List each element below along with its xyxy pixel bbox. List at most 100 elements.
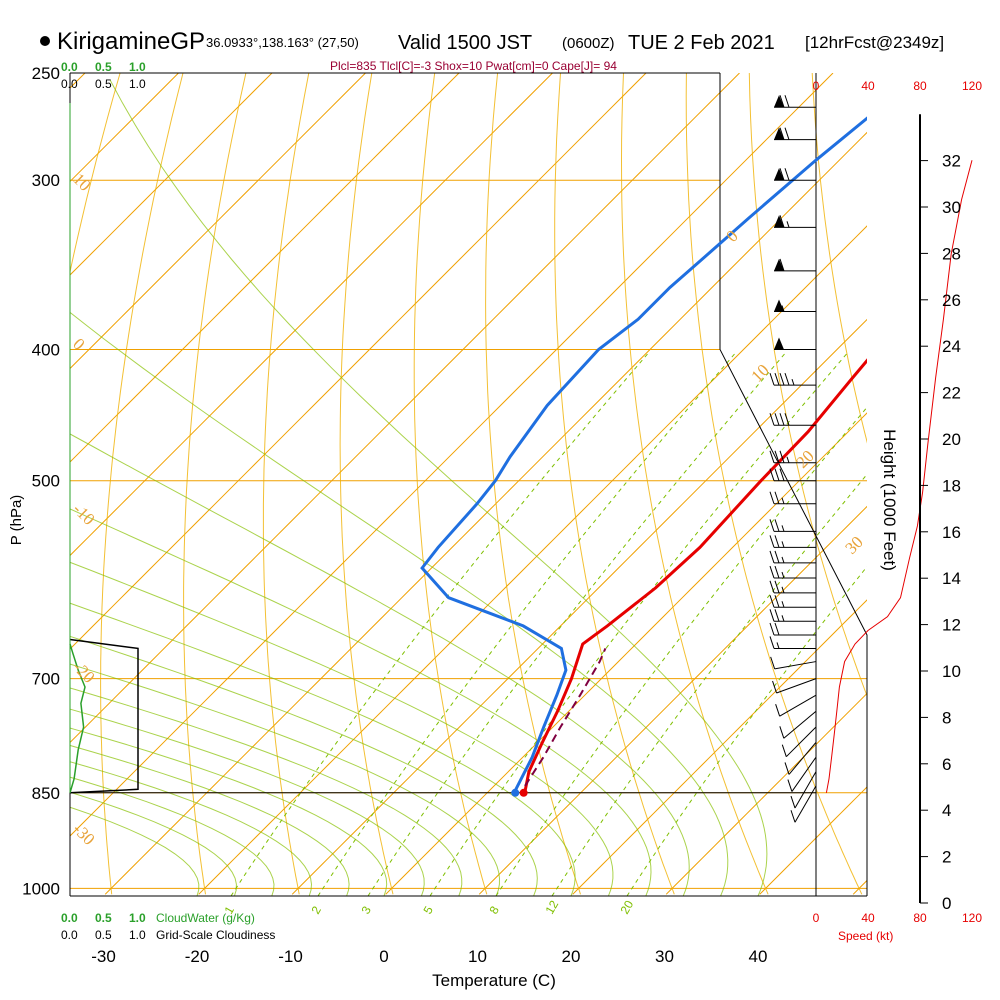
- wind-barb: [769, 565, 816, 579]
- dewpoint-surface-marker: [511, 788, 520, 797]
- dry-adiabat-line: [485, 73, 581, 895]
- wind-barb-half-flag: [781, 571, 785, 579]
- speed-tick-top: 80: [913, 79, 927, 93]
- wind-barb: [775, 694, 817, 717]
- dry-adiabat-line: [748, 73, 867, 698]
- moist-adiabat-line: [70, 727, 388, 896]
- isotherm-line: [70, 73, 834, 837]
- isotherm-label: 30: [841, 532, 866, 557]
- wind-barb-flag: [779, 413, 785, 426]
- wind-barb: [769, 622, 816, 636]
- wind-barb-flag: [774, 550, 780, 564]
- wind-barb: [784, 741, 817, 775]
- speed-axis-title: Speed (kt): [838, 929, 893, 943]
- moist-adiabat-line: [70, 744, 350, 896]
- cloudwater-scale-tick: 0.5: [95, 911, 112, 925]
- valid-zulu: (0600Z): [562, 35, 615, 52]
- dry-adiabat-line: [339, 73, 394, 895]
- speed-tick-top: 0: [813, 79, 820, 93]
- dry-adiabat-line: [100, 73, 184, 895]
- moist-adiabat-line: [70, 663, 501, 896]
- isotherm-line: [385, 412, 867, 895]
- moist-adiabat-line: [70, 708, 425, 896]
- wind-barb: [790, 785, 817, 823]
- isotherm-label: 10: [747, 360, 772, 385]
- background-lines: [70, 73, 867, 896]
- dry-adiabat-label: 0: [69, 334, 88, 353]
- isotherm-line: [478, 505, 867, 895]
- pressure-tick-label: 700: [32, 670, 60, 689]
- wind-barb-half-flag: [781, 615, 785, 622]
- wind-barb-flag: [779, 168, 785, 181]
- cloudwater-scale-tick: 1.0: [129, 60, 146, 74]
- wind-barb-flag: [784, 95, 790, 108]
- cloudiness-label: Grid-Scale Cloudiness: [156, 928, 275, 942]
- pressure-tick-label: 400: [32, 340, 60, 359]
- wind-barb-half-flag: [776, 642, 780, 649]
- cloudwater-scale-tick: 0.0: [61, 911, 78, 925]
- height-tick-label: 32: [942, 152, 961, 171]
- wind-barb-half-flag: [786, 456, 790, 463]
- wind-barb: [769, 550, 816, 564]
- isotherm-line: [665, 692, 867, 895]
- moist-adiabat-line: [70, 508, 652, 896]
- temperature-tick-label: -20: [185, 947, 210, 966]
- dry-adiabat-line: [70, 73, 121, 275]
- dry-adiabat-label: -10: [69, 499, 98, 528]
- wind-barb-flag: [774, 372, 780, 386]
- wind-barb-flag: [769, 535, 775, 548]
- wind-barb: [774, 299, 816, 312]
- height-tick-label: 16: [942, 523, 961, 542]
- mixing-ratio-label: 20: [617, 898, 636, 917]
- dry-adiabat-line: [685, 73, 863, 895]
- wind-barb-staff: [794, 771, 817, 809]
- wind-barb: [774, 127, 816, 141]
- dewpoint-line: [420, 116, 867, 793]
- wind-barb-flag: [774, 565, 780, 579]
- isotherm-label: 0: [722, 226, 741, 245]
- wind-barb-flag: [774, 413, 780, 426]
- wind-barb-flag: [779, 450, 785, 463]
- height-tick-label: 4: [942, 801, 951, 820]
- wind-barb-flag: [779, 127, 785, 140]
- moist-adiabat-line: [70, 761, 313, 896]
- y-axis-title: P (hPa): [8, 495, 25, 546]
- moist-adiabat-line: [70, 635, 538, 896]
- cloudiness-scale-tick: 0.0: [61, 77, 78, 91]
- cloudiness-scale-tick: 0.0: [61, 928, 78, 942]
- moist-adiabat-line: [70, 561, 614, 896]
- wind-barb-flag: [790, 810, 796, 823]
- wind-barb-flag: [774, 468, 780, 481]
- dry-adiabat-line: [413, 73, 488, 895]
- wind-barb-flag: [775, 704, 781, 717]
- cloudiness-scale-tick: 0.5: [95, 77, 112, 91]
- isotherm-line: [70, 73, 553, 557]
- cloudwater-scale-tick: 0.5: [95, 60, 112, 74]
- temperature-tick-label: 0: [379, 947, 388, 966]
- mixing-ratio-line: [317, 353, 736, 896]
- temperature-tick-label: -30: [91, 947, 116, 966]
- wind-barb-flag: [769, 468, 775, 481]
- height-tick-label: 20: [942, 430, 961, 449]
- height-tick-label: 0: [942, 894, 951, 913]
- isotherm-line: [70, 73, 366, 370]
- cloudiness-profile: [69, 638, 139, 794]
- wind-barb-staff: [785, 726, 817, 758]
- wind-barb-staff: [783, 710, 817, 739]
- wind-barb-flag: [769, 519, 775, 532]
- mixing-ratio-line: [230, 353, 649, 896]
- wind-barb-half-flag: [781, 601, 785, 608]
- wind-barb: [774, 215, 816, 228]
- moist-adiabat-line: [70, 776, 275, 896]
- wind-barb: [769, 413, 816, 426]
- height-axis-title: Height (1000 Feet): [880, 429, 899, 571]
- height-tick-label: 12: [942, 616, 961, 635]
- wind-barb-staff: [788, 741, 817, 775]
- wind-barb-half-flag: [791, 378, 795, 386]
- diagonal-wall: [719, 349, 868, 896]
- dry-adiabat-line: [262, 73, 310, 895]
- pressure-tick-label: 250: [32, 64, 60, 83]
- station-bullet: [40, 36, 50, 46]
